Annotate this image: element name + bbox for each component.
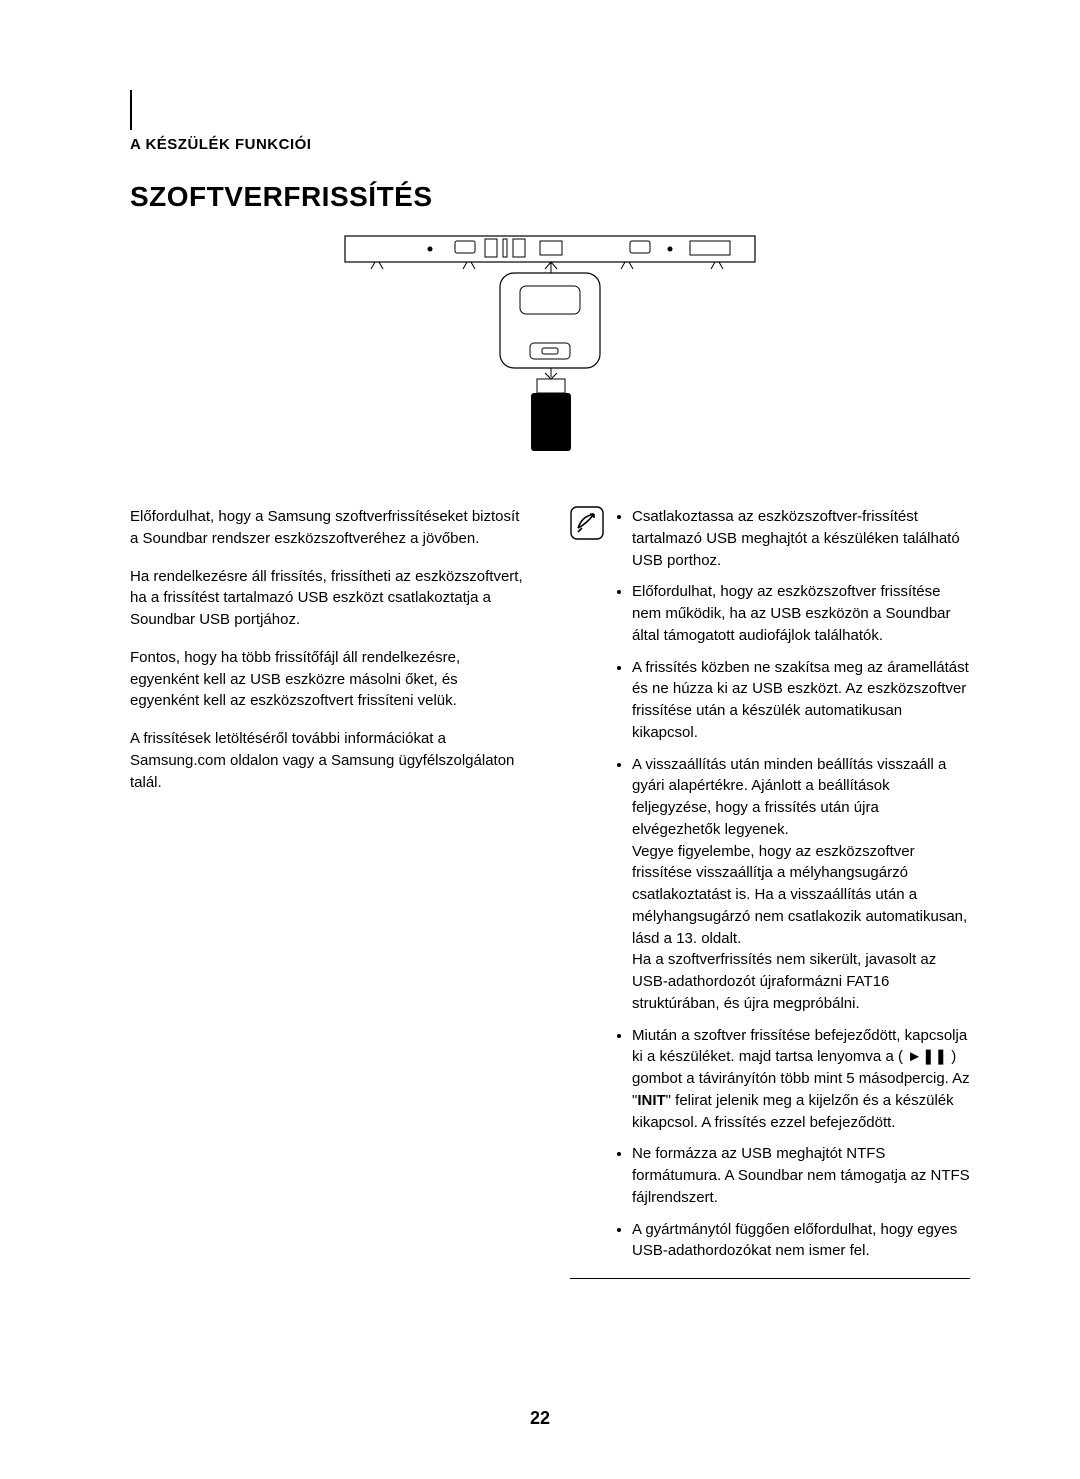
list-item: A frissítés közben ne szakítsa meg az ár… <box>632 657 970 744</box>
list-item: A visszaállítás után minden beállítás vi… <box>632 754 970 1015</box>
page-title: SZOFTVERFRISSÍTÉS <box>130 181 970 213</box>
paragraph: A frissítések letöltéséről további infor… <box>130 728 530 793</box>
left-column: Előfordulhat, hogy a Samsung szoftverfri… <box>130 506 530 1279</box>
right-column: Csatlakoztassa az eszközszoftver-frissít… <box>570 506 970 1279</box>
paragraph: Előfordulhat, hogy a Samsung szoftverfri… <box>130 506 530 550</box>
notes-list: Csatlakoztassa az eszközszoftver-frissít… <box>614 506 970 1272</box>
list-item: Csatlakoztassa az eszközszoftver-frissít… <box>632 506 970 571</box>
play-pause-icon: ►❚❚ <box>907 1048 947 1065</box>
section-label: A KÉSZÜLÉK FUNKCIÓI <box>130 136 970 153</box>
paragraph: Fontos, hogy ha több frissítőfájl áll re… <box>130 647 530 712</box>
list-item: Ne formázza az USB meghajtót NTFS formát… <box>632 1143 970 1208</box>
list-item: Előfordulhat, hogy az eszközszoftver fri… <box>632 581 970 646</box>
note-icon <box>570 506 604 1272</box>
vertical-rule <box>130 90 970 130</box>
list-item: Miután a szoftver frissítése befejeződöt… <box>632 1025 970 1134</box>
page-number: 22 <box>0 1408 1080 1429</box>
paragraph: Ha rendelkezésre áll frissítés, frissíth… <box>130 566 530 631</box>
horizontal-rule <box>570 1278 970 1279</box>
soundbar-usb-diagram <box>130 231 970 466</box>
list-item: A gyártmánytól függően előfordulhat, hog… <box>632 1219 970 1263</box>
